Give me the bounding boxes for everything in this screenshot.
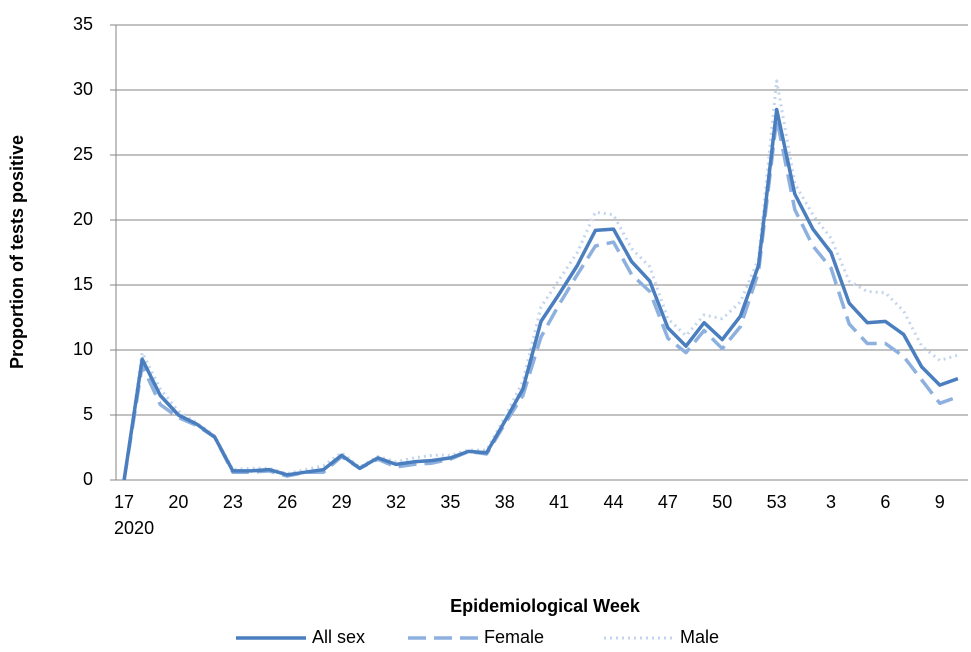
x-tick-label: 3 bbox=[826, 492, 836, 512]
y-tick-label: 0 bbox=[83, 469, 93, 489]
x-tick-label: 6 bbox=[880, 492, 890, 512]
series-line bbox=[122, 107, 959, 481]
x-tick-label: 53 bbox=[767, 492, 787, 512]
x-tick-label: 17 bbox=[114, 492, 134, 512]
y-tick-label: 35 bbox=[73, 14, 93, 34]
y-tick-label: 25 bbox=[73, 144, 93, 164]
y-tick-label: 5 bbox=[83, 404, 93, 424]
legend-label: All sex bbox=[312, 627, 365, 647]
x-sublabel: 2020 bbox=[114, 518, 154, 538]
x-tick-label: 44 bbox=[603, 492, 623, 512]
x-tick-label: 35 bbox=[440, 492, 460, 512]
x-tick-label: 32 bbox=[386, 492, 406, 512]
series-line bbox=[122, 116, 959, 481]
x-tick-label: 26 bbox=[277, 492, 297, 512]
x-tick-label: 41 bbox=[549, 492, 569, 512]
y-tick-label: 15 bbox=[73, 274, 93, 294]
x-tick-label: 29 bbox=[332, 492, 352, 512]
legend-label: Female bbox=[484, 627, 544, 647]
x-tick-label: 50 bbox=[712, 492, 732, 512]
y-axis-title: Proportion of tests positive bbox=[7, 135, 27, 369]
y-tick-label: 10 bbox=[73, 339, 93, 359]
legend-label: Male bbox=[680, 627, 719, 647]
series-line bbox=[122, 79, 959, 481]
x-tick-label: 47 bbox=[658, 492, 678, 512]
x-tick-label: 9 bbox=[935, 492, 945, 512]
y-tick-label: 30 bbox=[73, 79, 93, 99]
y-tick-label: 20 bbox=[73, 209, 93, 229]
x-tick-label: 23 bbox=[223, 492, 243, 512]
x-tick-label: 38 bbox=[495, 492, 515, 512]
x-tick-label: 20 bbox=[168, 492, 188, 512]
x-axis-title: Epidemiological Week bbox=[450, 596, 641, 616]
